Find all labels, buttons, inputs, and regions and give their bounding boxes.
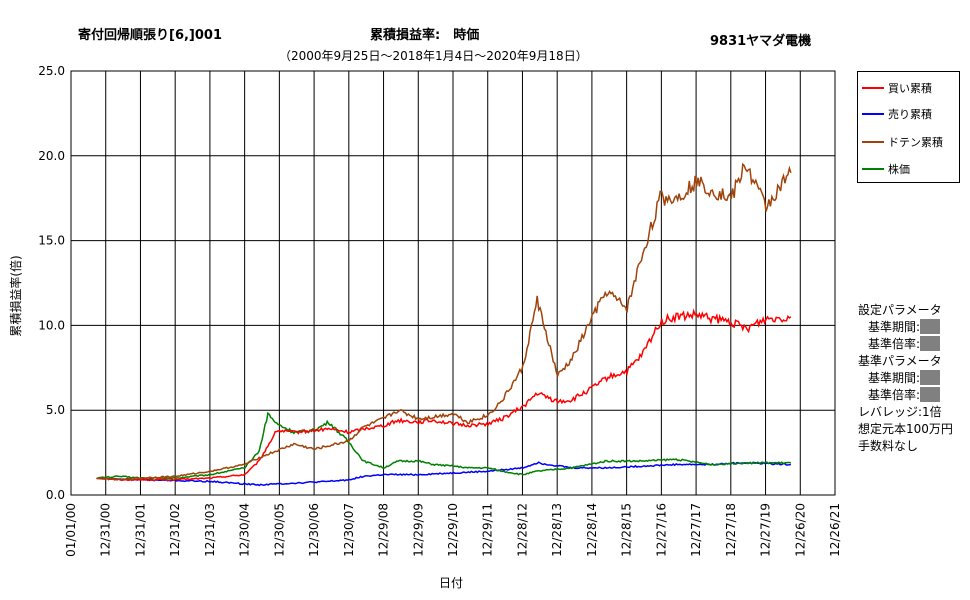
base-ratio-label: 基準倍率: (868, 388, 921, 402)
series-line-3 (96, 411, 792, 480)
series-line-2 (96, 162, 792, 481)
chart-title: 累積損益率: 時価 (370, 28, 480, 43)
x-tick-label: 12/29/11 (481, 503, 495, 557)
base-ratio-row: 基準倍率: (858, 387, 953, 404)
fee-text: 手数料なし (858, 439, 919, 453)
series-line-1 (96, 461, 791, 487)
base-period-label: 基準期間: (868, 371, 921, 385)
legend-label-doten: ドテン累積 (888, 136, 943, 149)
legend-label-sell: 売り累積 (888, 108, 932, 121)
x-tick-label: 12/26/21 (828, 503, 842, 557)
settings-ratio-label: 基準倍率: (868, 337, 921, 351)
base-period-row: 基準期間: (858, 370, 953, 387)
legend-swatch-price (862, 168, 884, 170)
x-tick-label: 01/01/00 (64, 503, 78, 557)
legend: 買い累積 売り累積 ドテン累積 株価 (857, 71, 960, 183)
redacted-value (920, 387, 941, 402)
legend-swatch-buy (862, 87, 884, 89)
principal-text: 想定元本100万円 (858, 422, 953, 436)
redacted-value (920, 319, 941, 334)
x-tick-label: 12/28/13 (550, 503, 564, 557)
ticker-label: 9831ヤマダ電機 (710, 34, 812, 49)
x-tick-label: 12/31/00 (99, 503, 113, 557)
x-tick-label: 12/30/04 (238, 503, 252, 557)
strategy-title: 寄付回帰順張り[6,]001 (78, 28, 223, 43)
settings-period-row: 基準期間: (858, 319, 953, 336)
x-tick-label: 12/29/10 (446, 503, 460, 557)
y-tick-label: 0.0 (46, 488, 65, 502)
x-tick-label: 12/27/19 (759, 503, 773, 557)
x-tick-label: 12/30/06 (307, 503, 321, 557)
y-tick-label: 15.0 (38, 234, 65, 248)
x-tick-label: 12/31/03 (203, 503, 217, 557)
base-title: 基準パラメータ (858, 354, 942, 368)
y-tick-labels: 0.0 5.0 10.0 15.0 20.0 25.0 (38, 64, 65, 502)
x-axis-label: 日付 (439, 576, 463, 590)
settings-ratio-row: 基準倍率: (858, 336, 953, 353)
plot-frame (70, 70, 836, 496)
x-tick-label: 12/27/18 (724, 503, 738, 557)
gridlines (71, 71, 835, 495)
leverage-text: レバレッジ:1倍 (858, 405, 942, 419)
y-tick-label: 10.0 (38, 318, 65, 332)
legend-label-price: 株価 (888, 163, 910, 176)
series-line-0 (96, 308, 792, 482)
y-tick-label: 25.0 (38, 64, 65, 78)
legend-label-buy: 買い累積 (888, 82, 932, 95)
y-tick-label: 20.0 (38, 149, 65, 163)
y-axis-label: 累積損益率(倍) (8, 255, 23, 336)
settings-period-label: 基準期間: (868, 320, 921, 334)
legend-swatch-doten (862, 141, 884, 143)
x-tick-label: 12/29/08 (377, 503, 391, 557)
series-layer (96, 162, 792, 487)
x-tick-label: 12/27/17 (689, 503, 703, 557)
x-tick-label: 12/26/20 (793, 503, 807, 557)
x-tick-label: 12/28/12 (515, 503, 529, 557)
redacted-value (920, 336, 941, 351)
x-tick-label: 12/27/16 (654, 503, 668, 557)
parameter-panel: 設定パラメータ 基準期間: 基準倍率: 基準パラメータ 基準期間: 基準倍率: … (858, 302, 953, 455)
x-tick-label: 12/30/05 (272, 503, 286, 557)
x-tick-label: 12/29/09 (411, 503, 425, 557)
x-tick-label: 12/28/15 (620, 503, 634, 557)
x-tick-label: 12/31/01 (133, 503, 147, 557)
x-tick-label: 12/31/02 (168, 503, 182, 557)
x-tick-label: 12/30/07 (342, 503, 356, 557)
y-tick-label: 5.0 (46, 403, 65, 417)
period-subtitle: （2000年9月25日～2018年1月4日～2020年9月18日） (279, 49, 588, 63)
redacted-value (920, 370, 941, 385)
x-tick-labels: 01/01/00 12/31/00 12/31/01 12/31/02 12/31/03… (64, 503, 842, 557)
x-tick-label: 12/28/14 (585, 503, 599, 557)
settings-title: 設定パラメータ (858, 303, 942, 317)
legend-swatch-sell (862, 113, 884, 115)
